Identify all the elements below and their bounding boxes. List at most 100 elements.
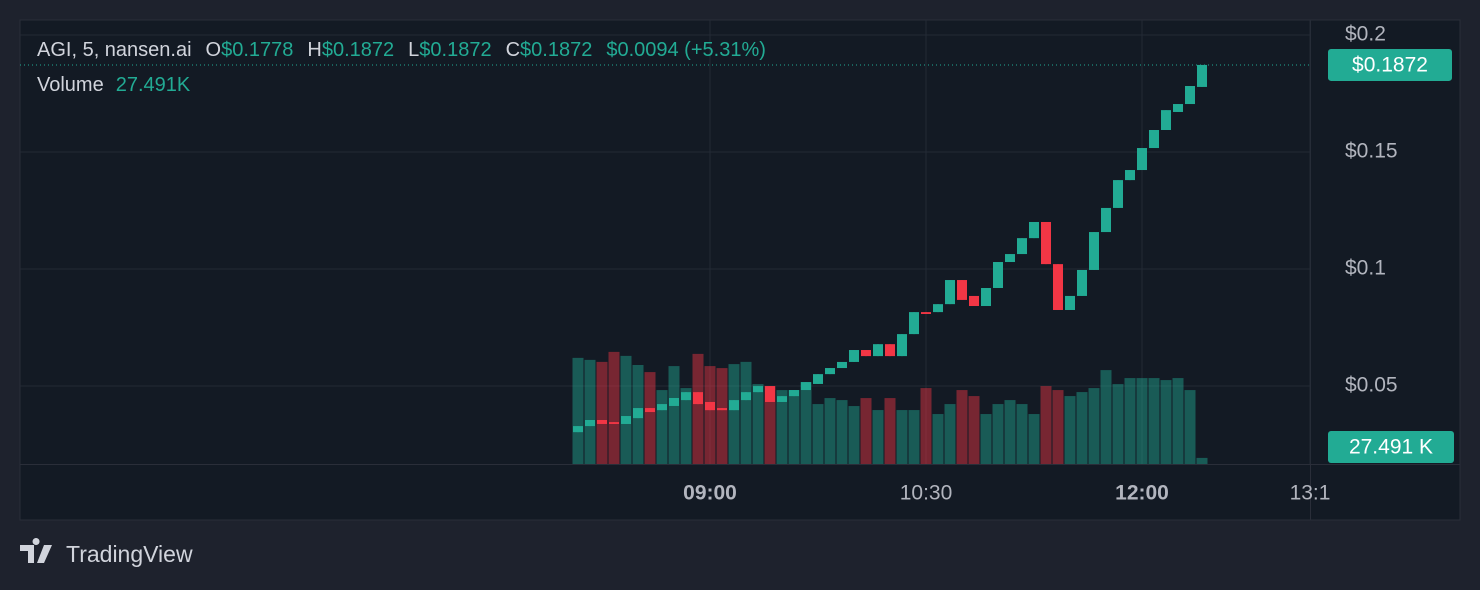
candle-body <box>873 344 883 357</box>
volume-name: Volume <box>37 74 104 96</box>
volume-bar <box>968 396 980 464</box>
volume-value: 27.491K <box>116 74 191 96</box>
volume-bar <box>824 398 836 464</box>
change-value: $0.0094 (+5.31%) <box>606 39 766 61</box>
candle-body <box>957 280 967 300</box>
brand-name: TradingView <box>66 541 193 567</box>
volume-bar <box>1088 388 1100 464</box>
candle-body <box>789 390 799 397</box>
x-tick-label: 12:00 <box>1115 482 1169 505</box>
volume-bar <box>1076 392 1088 464</box>
candle-body <box>681 392 691 401</box>
candle-body <box>777 396 787 402</box>
candle-body <box>1077 269 1087 296</box>
volume-bar <box>1028 414 1040 464</box>
volume-bar <box>1004 400 1016 464</box>
volume-bar <box>644 372 656 464</box>
candle-body <box>1149 130 1159 149</box>
volume-bar <box>704 366 716 464</box>
volume-bar <box>680 388 692 464</box>
volume-bar <box>836 400 848 464</box>
volume-bar <box>728 364 740 464</box>
candle-body <box>645 408 655 413</box>
candle-body <box>1065 295 1075 310</box>
x-tick-label: 13:1 <box>1290 482 1331 505</box>
candle-body <box>585 419 595 427</box>
symbol: AGI, 5, nansen.ai <box>37 39 192 61</box>
volume-bar <box>716 368 728 464</box>
volume-bar <box>1016 404 1028 464</box>
volume-bar <box>596 361 608 464</box>
volume-bar <box>992 404 1004 464</box>
candle-body <box>921 312 931 314</box>
volume-bar <box>668 366 680 464</box>
candle-body <box>669 397 679 406</box>
candle-body <box>741 392 751 401</box>
volume-bar <box>908 410 920 464</box>
candle-body <box>1041 221 1051 265</box>
candle-body <box>1017 238 1027 255</box>
candle-body <box>1005 254 1015 263</box>
candle-body <box>801 382 811 391</box>
candle-body <box>717 408 727 411</box>
axes: $0.2 $0.15 $0.1 $0.05 09:00 10:30 12:00 13:1 $0.… <box>20 23 1454 505</box>
last-volume-label: 27.491 K <box>1349 436 1433 459</box>
volume-bar <box>788 390 800 464</box>
candle-body <box>885 344 895 357</box>
volume-bar <box>800 382 812 464</box>
volume-bar <box>1040 386 1052 464</box>
candle-body <box>1101 207 1111 233</box>
volume-bar <box>884 398 896 464</box>
candle-body <box>621 416 631 424</box>
brand-logo <box>20 538 52 563</box>
candle-body <box>729 400 739 411</box>
candle-body <box>969 295 979 307</box>
ohlc-label: O <box>206 39 222 61</box>
volume-bar <box>956 390 968 464</box>
volume-bar <box>776 390 788 464</box>
ohlc-label: C <box>506 39 520 61</box>
candle-body <box>825 368 835 375</box>
volume-bar <box>1160 380 1172 464</box>
candle-body <box>1089 232 1099 270</box>
candle-body <box>1053 264 1063 310</box>
candle-body <box>693 392 703 405</box>
volume-bar <box>740 361 752 464</box>
ohlc-value: $0.1778 <box>221 39 293 61</box>
volume-bar <box>812 404 824 464</box>
candle-body <box>1173 104 1183 112</box>
candle-body <box>849 350 859 362</box>
volume-bar <box>608 351 620 464</box>
candle-body <box>753 386 763 393</box>
candle-body <box>861 350 871 357</box>
candle-body <box>597 419 607 424</box>
volume-bar <box>932 414 944 464</box>
candle-layer <box>573 64 1207 433</box>
x-tick-label: 09:00 <box>683 482 737 505</box>
volume-bar <box>1100 370 1112 464</box>
candle-body <box>945 280 955 305</box>
volume-bar <box>1052 390 1064 464</box>
candle-body <box>609 422 619 424</box>
y-tick-label: $0.2 <box>1345 23 1386 46</box>
volume-bar <box>944 404 956 464</box>
chart-pane <box>19 19 1461 521</box>
volume-bar <box>692 353 704 464</box>
candle-body <box>1197 64 1207 87</box>
candle-body <box>657 404 667 411</box>
volume-bar <box>1196 457 1208 464</box>
volume-bar <box>752 384 764 464</box>
candle-body <box>993 262 1003 288</box>
ohlc-value: $0.1872 <box>322 39 394 61</box>
candle-body <box>705 401 715 411</box>
candle-body <box>1137 148 1147 171</box>
volume-bar <box>860 398 872 464</box>
volume-bar <box>1064 396 1076 464</box>
candle-body <box>633 408 643 419</box>
last-volume-badge <box>1328 431 1454 463</box>
volume-bar <box>656 390 668 464</box>
y-tick-label: $0.15 <box>1345 140 1398 163</box>
ohlc-label: H <box>307 39 321 61</box>
